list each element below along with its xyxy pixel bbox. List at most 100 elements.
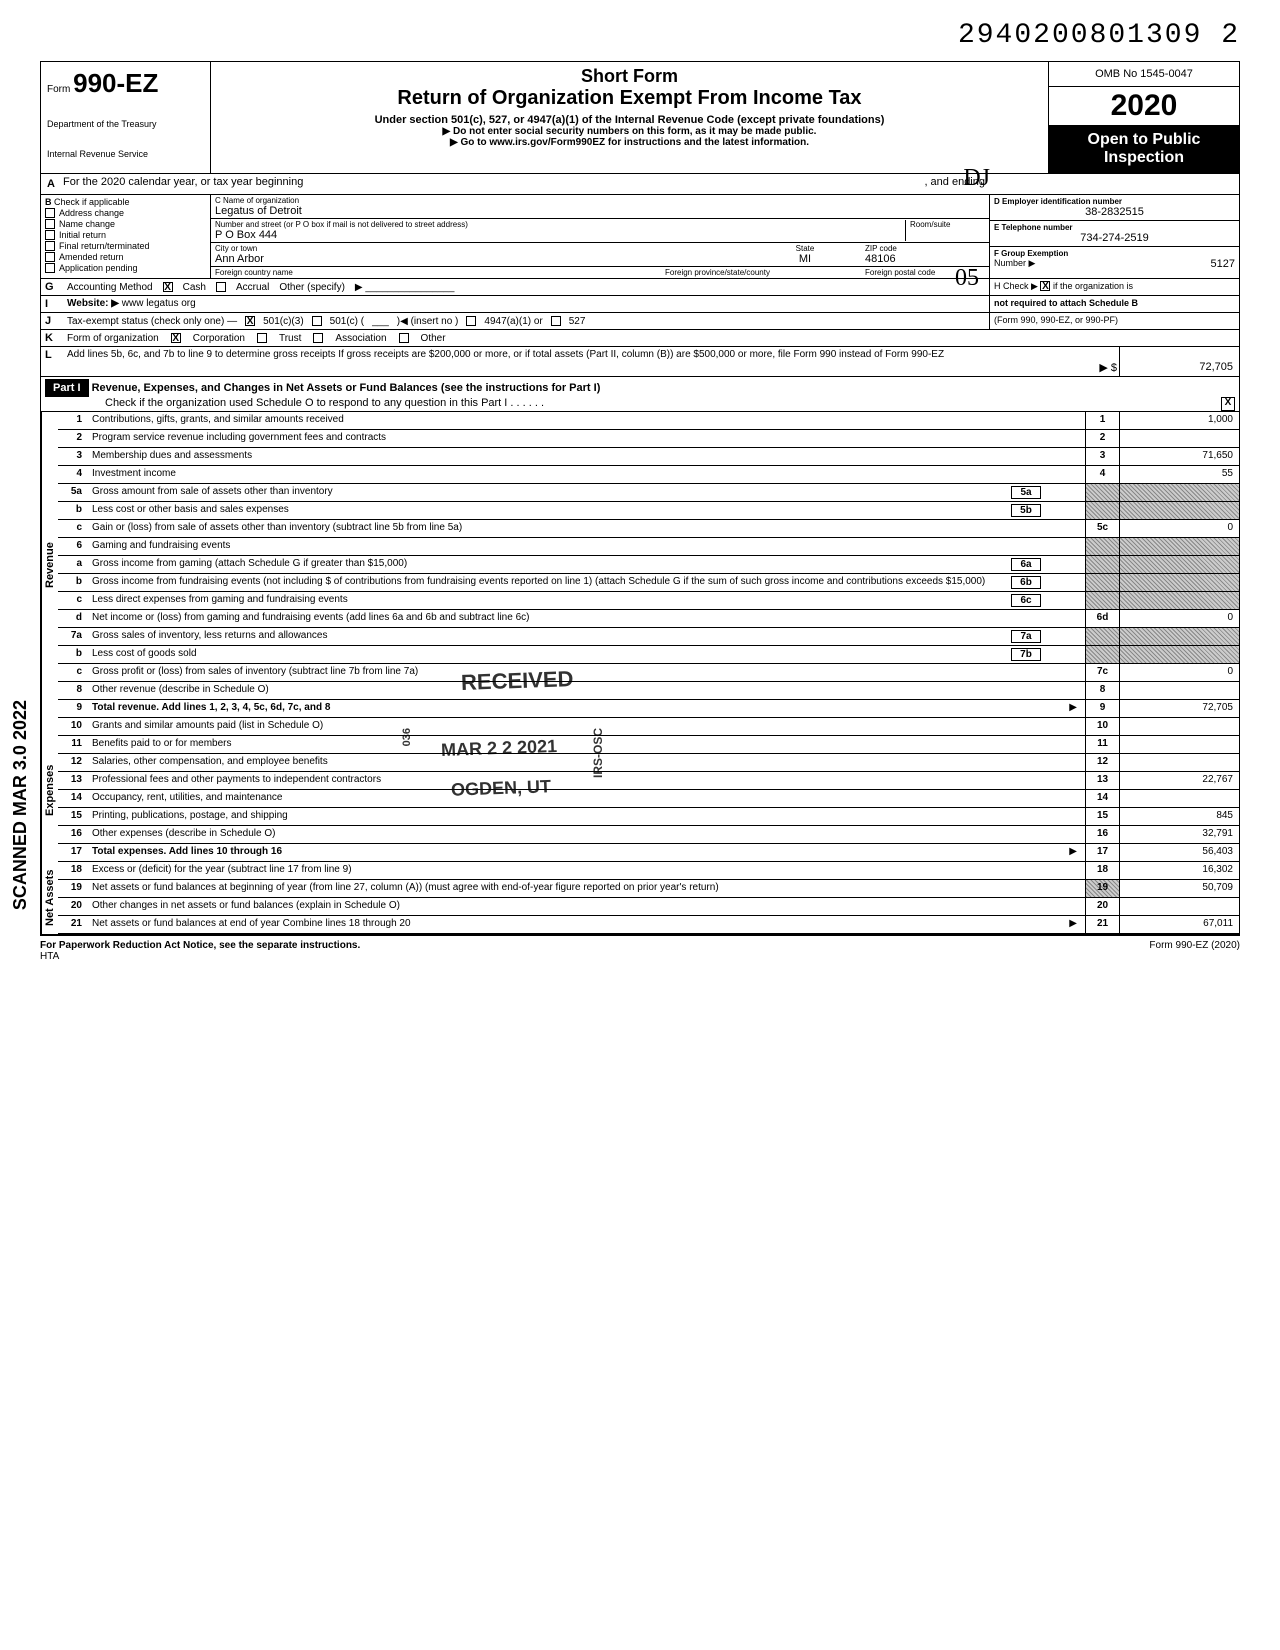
- line-number: 8: [58, 682, 88, 699]
- line-description: Gross sales of inventory, less returns a…: [88, 628, 1085, 645]
- form-header: Form 990-EZ Department of the Treasury I…: [40, 61, 1240, 174]
- cb-name-change[interactable]: [45, 219, 55, 229]
- row-b-block: B Check if applicable Address change Nam…: [40, 195, 1240, 279]
- line-row: 5aGross amount from sale of assets other…: [58, 484, 1239, 502]
- line-number: b: [58, 502, 88, 519]
- line-amount: 55: [1119, 466, 1239, 483]
- row-i: I Website: ▶ www legatus org not require…: [40, 296, 1240, 313]
- line-number: 11: [58, 736, 88, 753]
- cb-4947[interactable]: [466, 316, 476, 326]
- lbl-cash: Cash: [183, 282, 206, 293]
- part-1-title: Revenue, Expenses, and Changes in Net As…: [92, 382, 601, 394]
- lbl-4947: 4947(a)(1) or: [484, 316, 542, 327]
- lbl-name-change: Name change: [59, 219, 115, 229]
- cb-cash[interactable]: X: [163, 282, 173, 292]
- ein-label: D Employer identification number: [994, 197, 1122, 206]
- line-ref: 9: [1085, 700, 1119, 717]
- cb-other-org[interactable]: [399, 333, 409, 343]
- lbl-501c3: 501(c)(3): [263, 316, 304, 327]
- line-ref: 14: [1085, 790, 1119, 807]
- dept-treasury: Department of the Treasury: [47, 119, 204, 129]
- line-row: 16Other expenses (describe in Schedule O…: [58, 826, 1239, 844]
- line-row: 19Net assets or fund balances at beginni…: [58, 880, 1239, 898]
- line-amount: [1119, 484, 1239, 501]
- lbl-527: 527: [569, 316, 586, 327]
- open-public-2: Inspection: [1055, 149, 1233, 167]
- form-prefix: Form: [47, 84, 70, 95]
- line-ref: 12: [1085, 754, 1119, 771]
- line-ref: 2: [1085, 430, 1119, 447]
- cb-501c[interactable]: [312, 316, 322, 326]
- footer-hta: HTA: [40, 951, 59, 962]
- line-ref: 16: [1085, 826, 1119, 843]
- line-ref: [1085, 502, 1119, 519]
- line-description: Grants and similar amounts paid (list in…: [88, 718, 1085, 735]
- cb-501c3[interactable]: X: [245, 316, 255, 326]
- cb-accrual[interactable]: [216, 282, 226, 292]
- tax-year: 2020: [1049, 87, 1239, 125]
- part-1-label: Part I: [45, 379, 89, 397]
- line-row: cLess direct expenses from gaming and fu…: [58, 592, 1239, 610]
- line-description: Printing, publications, postage, and shi…: [88, 808, 1085, 825]
- line-ref: 11: [1085, 736, 1119, 753]
- line-number: 9: [58, 700, 88, 717]
- net-assets-label: Net Assets: [41, 862, 58, 934]
- cb-app-pending[interactable]: [45, 263, 55, 273]
- lbl-501c: 501(c) (: [330, 316, 364, 327]
- cb-final-return[interactable]: [45, 241, 55, 251]
- footer-left: For Paperwork Reduction Act Notice, see …: [40, 940, 360, 951]
- line-number: 10: [58, 718, 88, 735]
- cb-527[interactable]: [551, 316, 561, 326]
- line-row: cGain or (loss) from sale of assets othe…: [58, 520, 1239, 538]
- line-description: Other changes in net assets or fund bala…: [88, 898, 1085, 915]
- line-ref: 19: [1085, 880, 1119, 897]
- row-j: J Tax-exempt status (check only one) — X…: [40, 313, 1240, 330]
- line-amount: 1,000: [1119, 412, 1239, 429]
- cb-trust[interactable]: [257, 333, 267, 343]
- line-ref: [1085, 574, 1119, 591]
- line-row: 4Investment income455: [58, 466, 1239, 484]
- subtitle: Under section 501(c), 527, or 4947(a)(1)…: [221, 114, 1038, 126]
- lbl-initial-return: Initial return: [59, 230, 106, 240]
- line-number: 14: [58, 790, 88, 807]
- lbl-amended-return: Amended return: [59, 252, 124, 262]
- line-description: Salaries, other compensation, and employ…: [88, 754, 1085, 771]
- cb-schedule-o[interactable]: X: [1221, 397, 1235, 411]
- line-amount: [1119, 556, 1239, 573]
- line-amount: [1119, 628, 1239, 645]
- line-description: Less cost of goods sold7b: [88, 646, 1085, 663]
- arrow-icon: ▶: [1069, 918, 1077, 929]
- lbl-address-change: Address change: [59, 208, 124, 218]
- dept-irs: Internal Revenue Service: [47, 149, 204, 159]
- website-value: www legatus org: [122, 298, 196, 309]
- line-amount: 22,767: [1119, 772, 1239, 789]
- line-amount: [1119, 646, 1239, 663]
- cb-corporation[interactable]: X: [171, 333, 181, 343]
- cb-address-change[interactable]: [45, 208, 55, 218]
- arrow-icon: ▶: [1069, 702, 1077, 713]
- line-description: Program service revenue including govern…: [88, 430, 1085, 447]
- line-number: 3: [58, 448, 88, 465]
- row-a-text: For the 2020 calendar year, or tax year …: [63, 176, 303, 192]
- line-number: d: [58, 610, 88, 627]
- line-number: c: [58, 664, 88, 681]
- line-amount: [1119, 502, 1239, 519]
- line-amount: [1119, 898, 1239, 915]
- cb-schedule-b[interactable]: X: [1040, 281, 1050, 291]
- line-number: 1: [58, 412, 88, 429]
- line-description: Net assets or fund balances at beginning…: [88, 880, 1085, 897]
- cb-initial-return[interactable]: [45, 230, 55, 240]
- line-row: 8Other revenue (describe in Schedule O)8: [58, 682, 1239, 700]
- line-number: b: [58, 574, 88, 591]
- letter-l: L: [41, 347, 63, 376]
- line-description: Total revenue. Add lines 1, 2, 3, 4, 5c,…: [88, 700, 1085, 717]
- sub-line-box: 6c: [1011, 594, 1041, 607]
- line-ref: 13: [1085, 772, 1119, 789]
- line-amount: [1119, 790, 1239, 807]
- line-amount: [1119, 430, 1239, 447]
- cb-association[interactable]: [313, 333, 323, 343]
- sub-line-box: 5b: [1011, 504, 1041, 517]
- tax-exempt-label: Tax-exempt status (check only one) —: [67, 316, 237, 327]
- cb-amended-return[interactable]: [45, 252, 55, 262]
- line-amount: 0: [1119, 664, 1239, 681]
